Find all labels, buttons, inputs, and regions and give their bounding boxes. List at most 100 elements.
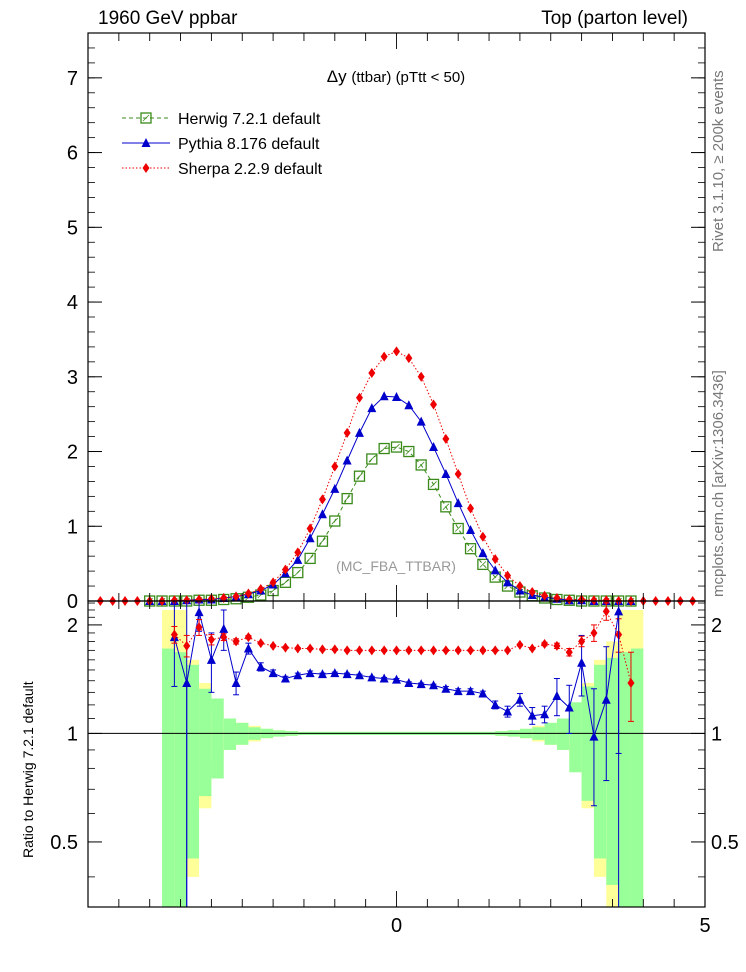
data-point <box>342 455 352 465</box>
ratio-data-point <box>256 661 266 671</box>
data-point <box>366 453 378 465</box>
data-point <box>442 433 450 444</box>
data-point <box>353 470 366 482</box>
data-point <box>195 594 203 605</box>
ratio-data-point <box>564 702 574 712</box>
main-y-tick-label: 3 <box>67 367 78 389</box>
data-point <box>479 531 487 542</box>
data-point <box>430 399 438 410</box>
data-point-diag <box>294 569 302 576</box>
data-point <box>404 400 414 410</box>
data-point <box>306 523 314 534</box>
ratio-data-point <box>430 645 438 656</box>
legend-entry: Sherpa 2.2.9 default <box>178 161 323 178</box>
main-y-tick-label: 1 <box>67 516 78 538</box>
data-point-diag <box>491 573 499 581</box>
band-inner-bin <box>211 698 224 779</box>
ratio-data-point <box>367 672 377 682</box>
ratio-data-point <box>552 691 562 701</box>
band-inner-bin <box>199 688 212 797</box>
ratio-data-point <box>442 645 450 656</box>
ratio-data-point <box>614 606 624 616</box>
ratio-data-point <box>479 645 487 656</box>
ratio-data-point <box>342 669 352 679</box>
ratio-data-point <box>467 645 475 656</box>
band-inner-bin <box>630 648 644 907</box>
ratio-data-point <box>454 645 462 656</box>
ratio-data-point <box>441 683 451 693</box>
ratio-data-point <box>416 679 426 689</box>
ratio-data-point <box>491 645 499 656</box>
data-point <box>393 346 400 357</box>
ratio-data-point <box>405 645 413 656</box>
data-point-diag <box>442 503 450 511</box>
ratio-data-point <box>194 607 204 617</box>
band-inner-bin <box>162 648 175 907</box>
data-point <box>453 498 463 508</box>
data-point <box>427 478 440 491</box>
ratio-data-point <box>540 709 550 719</box>
data-point-diag <box>331 517 339 525</box>
data-point <box>504 570 512 581</box>
data-point <box>368 368 376 379</box>
data-point <box>417 371 425 382</box>
ratio-data-point <box>380 645 388 656</box>
data-point <box>454 468 462 479</box>
ratio-data-point <box>306 643 314 654</box>
legend-marker <box>142 163 150 173</box>
ratio-data-point <box>565 647 573 658</box>
data-point <box>565 594 573 605</box>
ratio-data-point <box>330 668 340 678</box>
ratio-data-point <box>268 668 278 678</box>
ratio-data-point <box>368 645 376 656</box>
data-point <box>516 581 524 592</box>
ratio-data-point <box>490 699 500 709</box>
band-inner-bin <box>174 652 187 907</box>
data-point <box>441 468 451 478</box>
legend: Herwig 7.2.1 default Pythia 8.176 default… <box>122 111 323 178</box>
header-process: Top (parton level) <box>541 8 688 29</box>
data-point <box>170 595 178 606</box>
band-inner-bin <box>569 702 582 773</box>
ratio-x-tick-label: 5 <box>699 915 710 937</box>
ratio-series-line <box>174 610 632 684</box>
data-point <box>294 547 302 558</box>
legend-entry: Pythia 8.176 default <box>178 136 320 153</box>
data-point <box>318 494 326 505</box>
ratio-y-tick-label: 2 <box>67 615 78 637</box>
ratio-data-point <box>516 639 524 650</box>
data-point <box>491 554 499 565</box>
ratio-data-point <box>627 678 635 689</box>
data-point <box>330 483 340 493</box>
data-point <box>331 461 339 472</box>
ratio-data-point <box>318 644 326 655</box>
data-point <box>590 595 598 606</box>
ratio-data-point <box>504 645 512 656</box>
series-line-open-square <box>149 446 631 602</box>
data-point-diag <box>343 495 351 502</box>
data-point <box>292 566 304 579</box>
ratio-data-point <box>257 638 265 649</box>
data-point-diag <box>467 545 474 552</box>
data-point-diag <box>368 455 376 463</box>
ratio-y-tick-label-right: 0.5 <box>711 832 739 854</box>
data-point <box>316 535 329 547</box>
ratio-data-point <box>527 710 537 720</box>
ratio-data-point <box>331 644 339 655</box>
ratio-data-point <box>305 668 315 678</box>
data-point <box>329 515 341 527</box>
ratio-data-point <box>354 670 364 680</box>
ratio-data-point <box>343 645 351 656</box>
data-point <box>452 522 464 535</box>
analysis-watermark: (MC_FBA_TTBAR) <box>336 558 456 574</box>
data-point-diag <box>319 537 326 545</box>
ratio-y-axis-label: Ratio to Herwig 7.2.1 default <box>20 681 36 858</box>
ratio-y-tick-label-right: 1 <box>711 723 722 745</box>
data-point-diag <box>380 445 388 452</box>
band-inner-bin <box>186 664 200 859</box>
ratio-data-point <box>232 636 240 647</box>
data-point <box>415 459 427 471</box>
data-point <box>390 441 403 453</box>
data-point <box>355 392 363 403</box>
